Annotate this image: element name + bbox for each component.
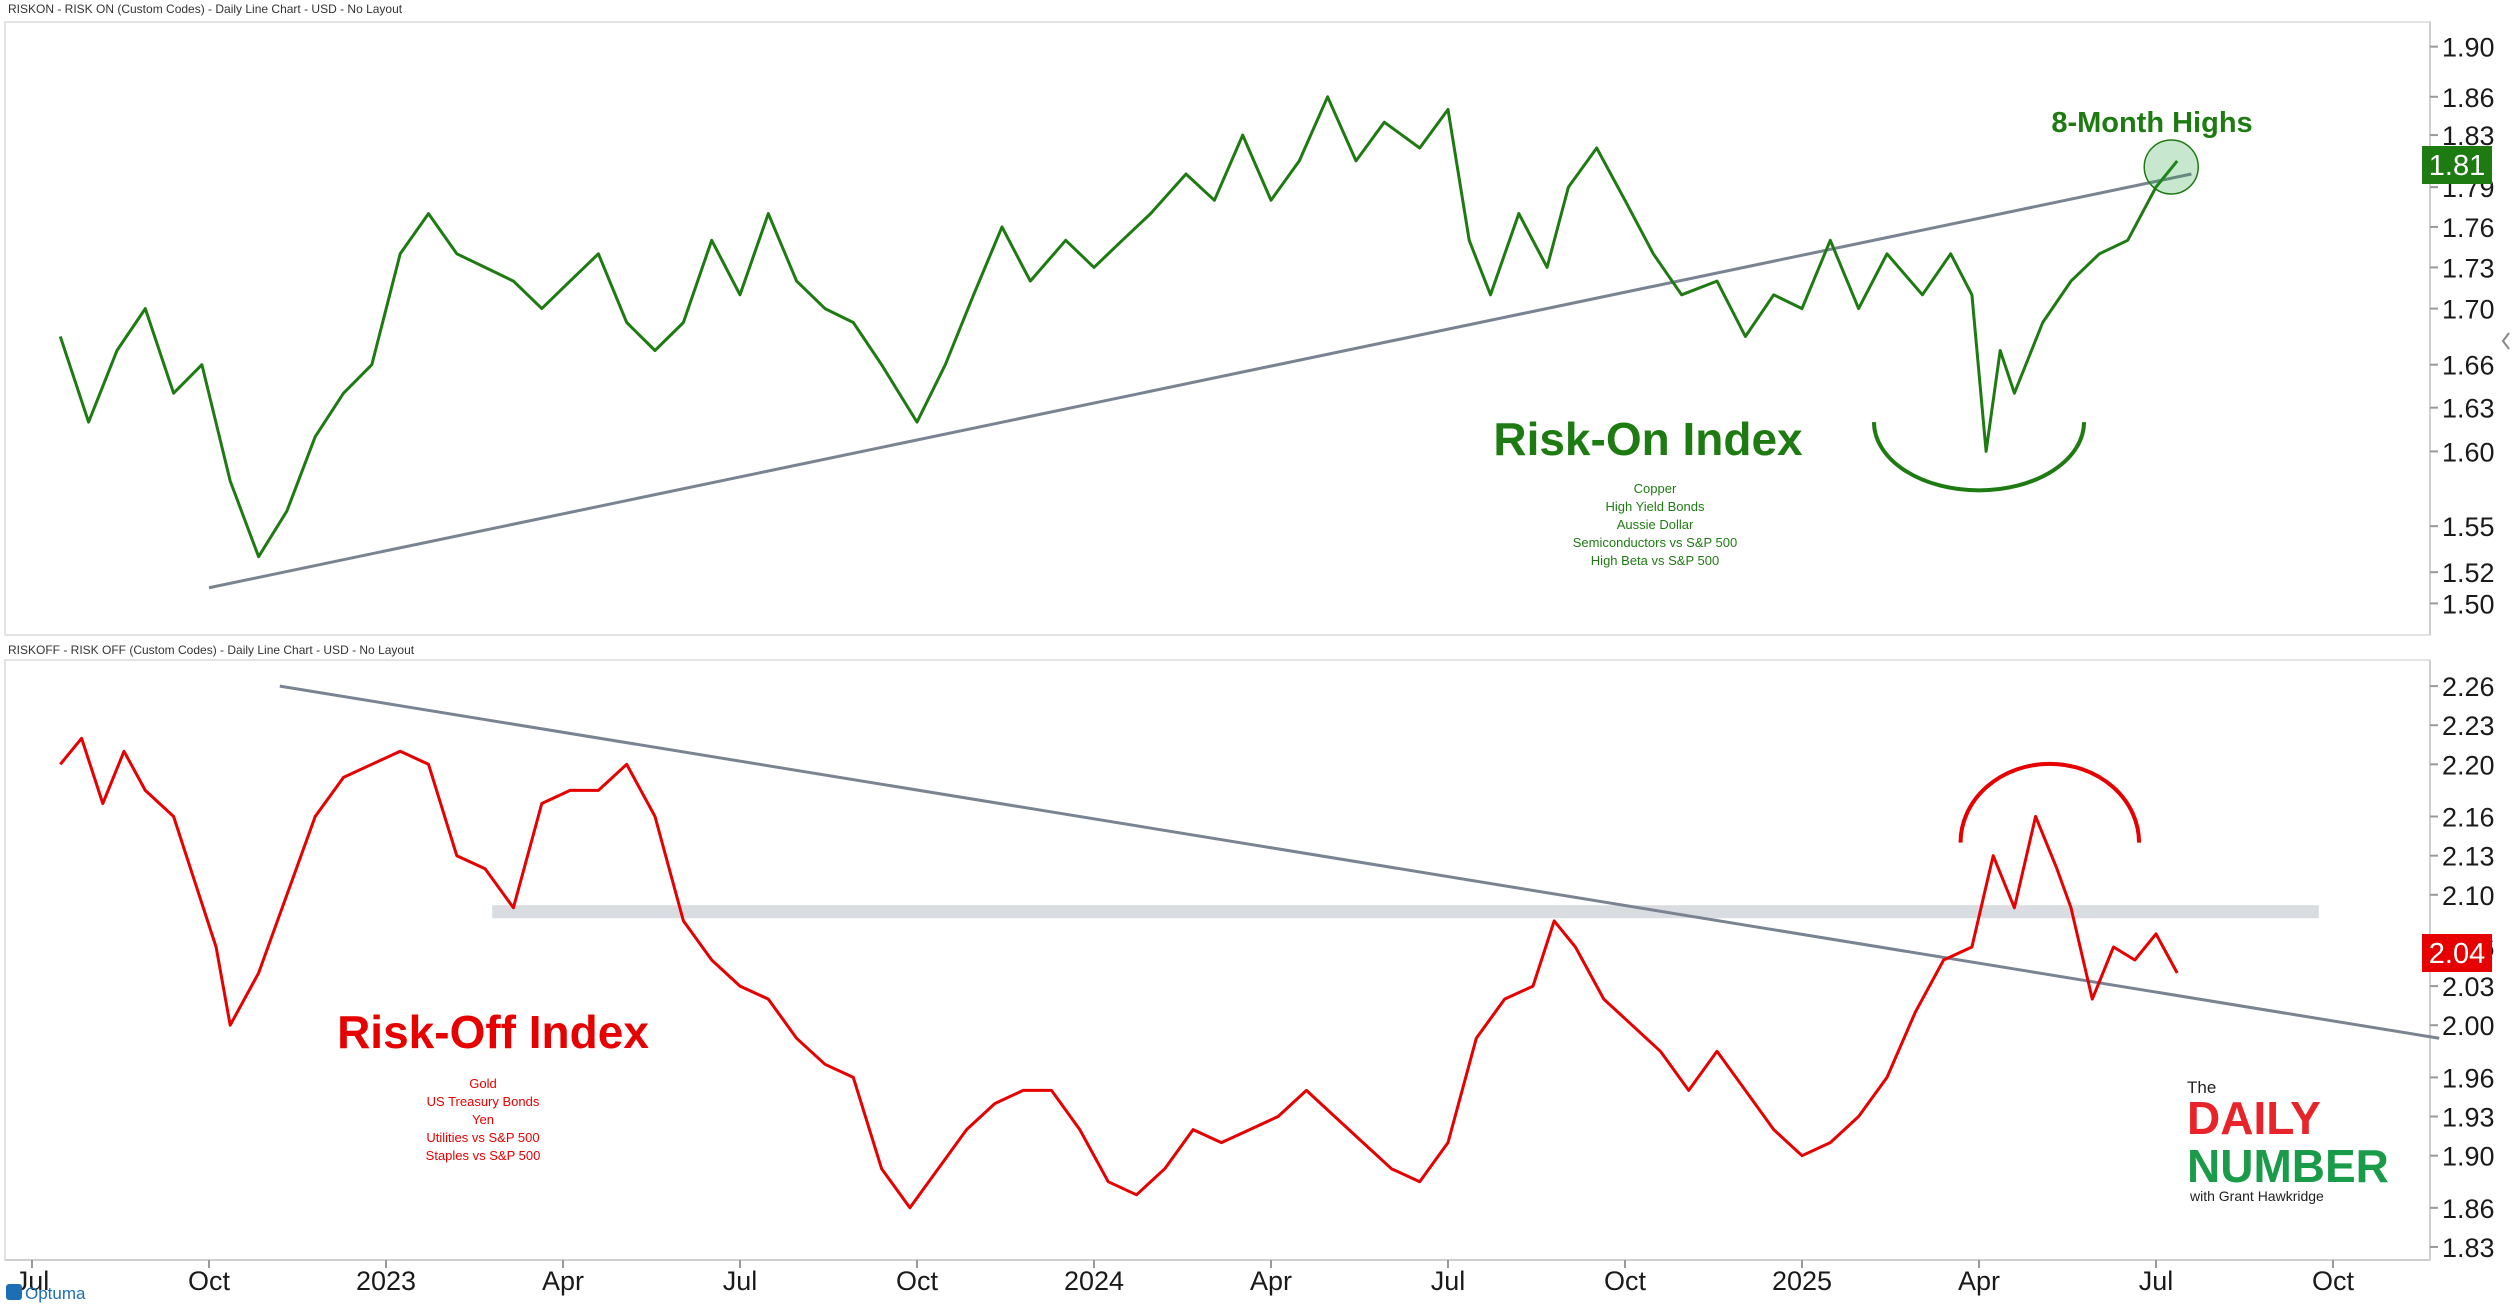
x-tick-label: Oct [896,1266,939,1296]
risk-off-component: Yen [472,1112,494,1127]
risk-on-component: Semiconductors vs S&P 500 [1573,535,1738,550]
x-tick-label: Oct [188,1266,231,1296]
risk-on-last-value: 1.81 [2429,150,2485,182]
risk-on-component: High Beta vs S&P 500 [1591,553,1719,568]
risk-on-y-tick-label: 1.60 [2442,437,2495,467]
x-tick-label: Apr [1250,1266,1292,1296]
risk-on-title: Risk-On Index [1493,413,1803,465]
risk-off-y-tick-label: 2.23 [2442,711,2495,741]
daily-number-the: The [2187,1078,2216,1097]
risk-off-component: Gold [469,1076,496,1091]
risk-on-y-tick-label: 1.66 [2442,351,2495,381]
risk-on-components: Copper High Yield Bonds Aussie Dollar Se… [1573,481,1738,568]
risk-on-y-tick-label: 1.50 [2442,589,2495,619]
collapse-arrow-icon[interactable] [2501,332,2510,350]
risk-on-y-tick-label: 1.76 [2442,213,2495,243]
risk-off-y-tick-label: 1.96 [2442,1063,2495,1093]
x-tick-label: Jul [2139,1266,2174,1296]
risk-off-last-value: 2.04 [2429,938,2485,970]
optuma-logo: Optuma [6,1284,86,1303]
risk-off-y-tick-label: 2.16 [2442,803,2495,833]
x-tick-label: Jul [723,1266,758,1296]
x-tick-label: 2023 [356,1266,416,1296]
risk-off-title: Risk-Off Index [337,1006,649,1058]
risk-off-y-tick-label: 2.03 [2442,972,2495,1002]
daily-number-logo: The DAILY NUMBER with Grant Hawkridge [2187,1078,2389,1204]
risk-on-highs-circle [2143,139,2199,195]
x-tick-label: Apr [542,1266,584,1296]
risk-on-pattern-arc [1872,422,2086,493]
risk-on-y-tick-label: 1.52 [2442,558,2495,588]
x-axis: Jul Oct 2023 Apr Jul Oct 2024 Apr Jul Oct 2025 Apr J… [5,1259,2430,1296]
band-layer [492,905,2319,919]
eight-month-highs-annotation: 8-Month Highs [2051,107,2252,139]
risk-off-component: Utilities vs S&P 500 [426,1130,539,1145]
risk-off-y-tick-label: 1.93 [2442,1103,2495,1133]
series-layer [58,95,2179,1210]
trendline-layer [208,172,2440,1040]
x-tick-label: 2024 [1064,1266,1124,1296]
risk-on-y-tick-label: 1.73 [2442,253,2495,283]
risk-on-y-tick-label: 1.63 [2442,394,2495,424]
optuma-icon [6,1284,22,1300]
risk-off-components: Gold US Treasury Bonds Yen Utilities vs … [426,1076,541,1163]
risk-off-resistance-band [492,905,2319,919]
x-tick-label: 2025 [1772,1266,1832,1296]
bottom-chart-header: RISKOFF - RISK OFF (Custom Codes) - Dail… [8,643,415,657]
risk-on-trendline [208,172,2192,590]
risk-on-series-line [58,95,2179,559]
risk-on-component: Aussie Dollar [1617,517,1694,532]
risk-off-trendline [279,684,2440,1040]
risk-on-y-tick-label: 1.55 [2442,512,2495,542]
risk-off-y-tick-label: 2.26 [2442,672,2495,702]
daily-number-number: NUMBER [2187,1140,2389,1192]
x-tick-label: Oct [2312,1266,2355,1296]
x-tick-label: Apr [1958,1266,2000,1296]
risk-off-pattern-arc [1958,761,2142,843]
daily-number-daily: DAILY [2187,1092,2321,1144]
risk-off-last-value-flag: 2.04 [2422,934,2492,972]
daily-number-byline: with Grant Hawkridge [2189,1188,2324,1204]
risk-on-component: Copper [1634,481,1677,496]
risk-off-y-tick-label: 1.86 [2442,1194,2495,1224]
arc-layer [1872,139,2199,843]
risk-on-y-tick-label: 1.70 [2442,295,2495,325]
risk-on-y-tick-label: 1.86 [2442,83,2495,113]
risk-off-y-tick-label: 1.90 [2442,1142,2495,1172]
risk-on-component: High Yield Bonds [1605,499,1705,514]
x-tick-label: Oct [1604,1266,1647,1296]
risk-off-y-tick-label: 2.00 [2442,1011,2495,1041]
risk-off-component: Staples vs S&P 500 [426,1148,541,1163]
risk-off-series-line [59,736,2179,1210]
risk-on-last-value-flag: 1.81 [2422,146,2492,184]
risk-off-y-tick-label: 2.13 [2442,842,2495,872]
top-y-axis: 1.901.861.831.791.761.731.701.661.631.60… [2430,33,2495,619]
optuma-wordmark: Optuma [25,1284,86,1303]
risk-on-y-tick-label: 1.90 [2442,33,2495,63]
top-chart-header: RISKON - RISK ON (Custom Codes) - Daily … [8,2,403,16]
risk-off-y-tick-label: 1.83 [2442,1233,2495,1263]
risk-off-y-tick-label: 2.20 [2442,750,2495,780]
x-tick-label: Jul [1431,1266,1466,1296]
bottom-panel-frame [4,659,2431,1261]
risk-off-component: US Treasury Bonds [427,1094,540,1109]
risk-off-y-tick-label: 2.10 [2442,881,2495,911]
